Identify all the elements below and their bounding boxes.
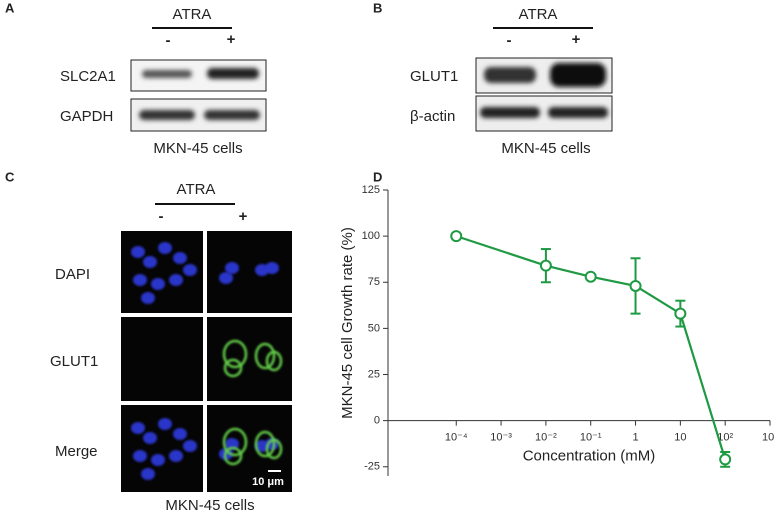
membrane [223,358,243,378]
panel-label: B [373,0,382,15]
y-tick-label: 100 [362,230,380,242]
row-label: GLUT1 [50,353,98,370]
scale-bar-label: 10 μm [252,476,284,488]
nucleus [183,264,197,276]
x-tick-label: 10 [674,432,686,444]
nucleus [133,450,147,462]
row-label: GLUT1 [410,68,458,85]
membrane [223,446,243,466]
x-tick-label: 10⁻³ [490,432,512,444]
data-point [629,279,642,292]
x-axis-label: Concentration (mM) [523,448,656,465]
membrane [222,427,248,457]
nucleus [133,274,147,286]
nucleus [141,292,155,304]
membrane [254,430,276,458]
minus-label: - [166,32,171,49]
x-tick-label: 1 [632,432,638,444]
x-tick-label: 10⁻¹ [580,432,602,444]
data-point [539,259,552,272]
plus-label: + [239,208,248,225]
nucleus [143,256,157,268]
data-line [455,235,727,460]
plus-label: + [572,31,581,48]
chart: -25 0 25 50 75 100 125 10⁻⁴ 10⁻³ 10⁻² 10⁻¹ 1 10 10² 10… [339,184,774,476]
row-label: GAPDH [60,108,113,125]
x-tick-label: 10³ [762,432,774,444]
minus-label: - [159,208,164,225]
nucleus [158,242,172,254]
treatment-label: ATRA [173,6,212,23]
membrane [222,339,248,369]
y-tick-label: 50 [368,322,380,334]
nucleus [169,274,183,286]
nucleus [173,428,187,440]
nucleus [151,454,165,466]
plus-label: + [227,31,236,48]
row-label: β-actin [410,108,455,125]
caption: MKN-45 cells [165,497,254,514]
x-tick-label: 10² [717,432,733,444]
x-tick-label: 10⁻² [535,432,557,444]
x-tick-label: 10⁻⁴ [445,432,468,444]
caption: MKN-45 cells [501,140,590,157]
nucleus [158,418,172,430]
nucleus [141,468,155,480]
nucleus [131,246,145,258]
nucleus [183,440,197,452]
data-point [584,270,597,283]
nucleus [173,252,187,264]
panel-label: D [373,169,382,184]
minus-label: - [507,32,512,49]
nucleus [169,450,183,462]
blot [130,59,267,132]
row-label: Merge [55,443,98,460]
micrographs [121,231,292,492]
row-label: SLC2A1 [60,68,116,85]
nucleus [219,272,233,284]
panel-label: C [5,169,15,184]
y-tick-label: -25 [364,461,380,473]
blot [475,57,613,132]
caption: MKN-45 cells [153,140,242,157]
row-label: DAPI [55,266,90,283]
y-tick-label: 0 [374,415,380,427]
treatment-label: ATRA [177,181,216,198]
membrane [254,342,276,370]
y-tick-label: 125 [362,184,380,196]
nucleus [131,422,145,434]
nucleus [143,432,157,444]
treatment-label: ATRA [519,6,558,23]
y-axis-label: MKN-45 cell Growth rate (%) [339,227,356,419]
y-tick-label: 25 [368,368,380,380]
nucleus [151,278,165,290]
nucleus [265,262,279,274]
panel-label: A [5,0,15,15]
nucleus [225,438,239,450]
membrane [265,438,283,460]
data-point [674,307,687,320]
nucleus [225,262,239,274]
membrane [265,350,283,372]
data-point [719,453,732,466]
data-point [450,230,463,243]
y-tick-label: 75 [368,276,380,288]
